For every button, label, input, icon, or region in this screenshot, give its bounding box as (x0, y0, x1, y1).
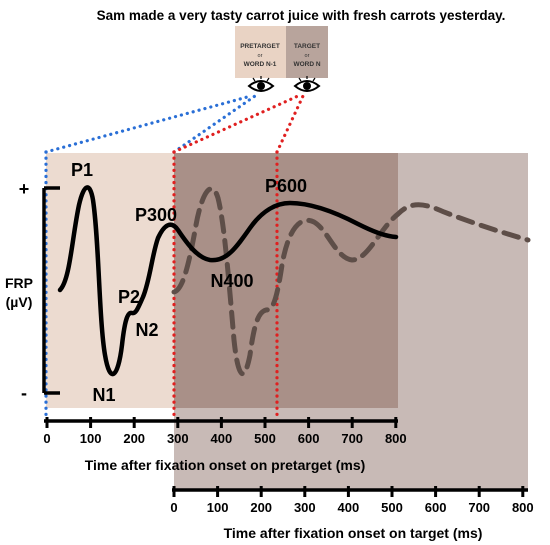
target-locked-waveform (171, 186, 531, 377)
pretarget-axis-tick-label-300: 300 (167, 431, 189, 446)
pretarget-axis-tick-label-100: 100 (80, 431, 102, 446)
pretarget-locked-waveform (57, 185, 399, 377)
component-label-p1: P1 (71, 160, 93, 180)
pretarget-box (235, 26, 286, 78)
target-axis-tick-label-100: 100 (207, 500, 229, 515)
pretarget-axis-tick-label-500: 500 (254, 431, 276, 446)
target-axis-tick-label-800: 800 (512, 500, 534, 515)
target-axis-tick-label-400: 400 (338, 500, 360, 515)
target-overlap-region (174, 153, 398, 408)
pretarget-eye-icon (247, 76, 275, 92)
y-axis-label-line2: (µV) (6, 294, 33, 310)
pretarget-axis-tick-label-700: 700 (341, 431, 363, 446)
target-axis-tick-label-0: 0 (170, 500, 177, 515)
y-axis (42, 186, 60, 395)
target-box-line3: WORD N (293, 61, 320, 68)
target-axis-tick-label-300: 300 (294, 500, 316, 515)
target-axis-tick-label-200: 200 (250, 500, 272, 515)
target-box-line2: or (305, 53, 310, 59)
target-axis-label: Time after fixation onset on target (ms) (224, 525, 483, 541)
target-time-axis: 0 100 200 300 400 500 600 700 800 (170, 486, 534, 515)
pretarget-box-line3: WORD N-1 (244, 61, 277, 68)
y-axis-label-line1: FRP (5, 275, 33, 291)
y-axis-plus: + (19, 179, 30, 199)
pretarget-axis-tick-label-800: 800 (385, 431, 407, 446)
target-axis-tick-label-600: 600 (425, 500, 447, 515)
pretarget-axis-tick-label-0: 0 (43, 431, 50, 446)
pretarget-box-line2: or (258, 53, 263, 59)
target-axis-tick-label-500: 500 (381, 500, 403, 515)
target-eye-icon (293, 76, 321, 92)
target-box (286, 26, 328, 78)
pretarget-axis-tick-label-400: 400 (211, 431, 233, 446)
component-label-n2: N2 (135, 320, 158, 340)
component-label-n1: N1 (92, 385, 115, 405)
sentence: Sam made a very tasty carrot juice with … (97, 8, 506, 23)
pretarget-axis-tick-label-200: 200 (123, 431, 145, 446)
target-axis-tick-label-700: 700 (468, 500, 490, 515)
target-box-line1: TARGET (294, 43, 320, 50)
target-fixation-lines (172, 94, 305, 422)
y-axis-minus: - (21, 383, 27, 403)
pretarget-axis-tick-label-600: 600 (298, 431, 320, 446)
pretarget-fixation-lines (44, 94, 257, 422)
component-label-p600: P600 (265, 176, 307, 196)
component-label-p300: P300 (135, 205, 177, 225)
component-label-p2: P2 (118, 287, 140, 307)
pretarget-time-axis: 0 100 200 300 400 500 600 700 800 (43, 417, 407, 446)
pretarget-axis-label: Time after fixation onset on pretarget (… (85, 457, 366, 473)
pretarget-box-line1: PRETARGET (240, 43, 280, 50)
component-label-n400: N400 (210, 271, 253, 291)
target-late-region (398, 153, 528, 408)
